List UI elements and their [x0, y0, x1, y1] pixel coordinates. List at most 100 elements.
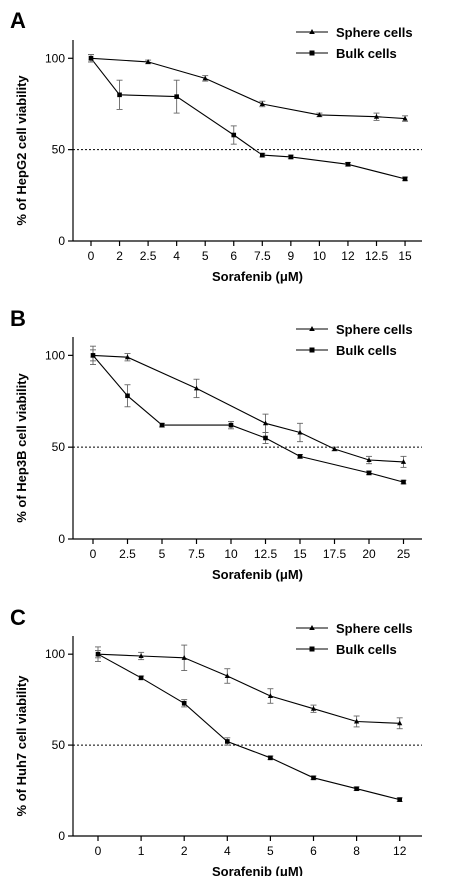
data-point-triangle	[181, 655, 187, 660]
x-tick-label: 6	[230, 249, 237, 263]
x-tick-label: 0	[95, 844, 102, 858]
data-point-triangle	[138, 653, 144, 658]
data-point-square	[402, 176, 408, 182]
data-point-square	[260, 152, 265, 158]
series-line-square	[92, 355, 404, 483]
x-tick-label: 12	[341, 249, 355, 263]
data-point-square	[366, 470, 372, 476]
x-tick-label: 4	[173, 249, 180, 263]
x-tick-label: 15	[398, 249, 412, 263]
data-point-triangle	[331, 446, 338, 452]
y-axis-title-B: % of Hep3B cell viability	[14, 372, 29, 522]
y-tick-label: 50	[52, 738, 66, 752]
data-point-square	[311, 775, 316, 781]
legend-label: Sphere cells	[336, 621, 413, 636]
data-point-triangle	[400, 459, 407, 464]
data-point-square	[117, 92, 122, 98]
x-tick-label: 9	[288, 249, 295, 263]
data-point-triangle	[373, 113, 380, 119]
y-tick-label: 100	[45, 647, 65, 661]
x-tick-label: 5	[159, 547, 166, 561]
data-point-square	[345, 161, 351, 167]
x-tick-label: 2	[116, 249, 123, 263]
data-point-triangle	[354, 718, 360, 724]
legend-marker-square	[309, 347, 315, 353]
x-tick-label: 0	[88, 249, 95, 263]
panel-letter-C: C	[10, 605, 26, 630]
data-point-square	[297, 454, 303, 459]
data-point-triangle	[193, 385, 200, 391]
series-line-square	[97, 653, 400, 801]
x-tick-label: 10	[313, 249, 327, 263]
data-point-square	[125, 393, 130, 399]
legend-label: Bulk cells	[336, 642, 397, 657]
data-point-square	[268, 755, 273, 761]
x-axis-title-C: Sorafenib (μM)	[212, 864, 303, 876]
y-tick-label: 0	[58, 234, 65, 248]
legend-marker-square	[309, 50, 315, 56]
y-tick-label: 100	[45, 51, 65, 65]
data-point-square	[90, 353, 96, 358]
x-axis-title-B: Sorafenib (μM)	[212, 567, 303, 582]
data-point-triangle	[316, 112, 322, 117]
x-tick-label: 0	[90, 547, 97, 561]
data-point-square	[95, 651, 101, 657]
data-point-triangle	[124, 354, 131, 360]
data-point-square	[263, 435, 268, 441]
data-point-triangle	[259, 101, 265, 106]
data-point-triangle	[267, 693, 273, 698]
data-point-square	[225, 739, 230, 744]
data-point-triangle	[145, 59, 151, 64]
x-axis-title-A: Sorafenib (μM)	[212, 269, 303, 284]
legend-marker-triangle	[309, 326, 315, 331]
y-tick-label: 0	[58, 532, 65, 546]
x-tick-label: 10	[224, 547, 238, 561]
x-tick-label: 8	[353, 844, 360, 858]
x-tick-label: 17.5	[323, 547, 347, 561]
data-point-triangle	[297, 429, 303, 435]
x-tick-label: 20	[362, 547, 376, 561]
data-point-square	[228, 422, 234, 428]
y-tick-label: 100	[45, 348, 65, 362]
x-tick-label: 4	[224, 844, 231, 858]
y-tick-label: 50	[52, 143, 66, 157]
data-point-square	[174, 94, 179, 99]
legend-label: Sphere cells	[336, 322, 413, 337]
x-tick-label: 7.5	[188, 547, 205, 561]
data-point-triangle	[402, 115, 408, 121]
data-point-triangle	[310, 705, 317, 711]
legend-marker-triangle	[309, 29, 315, 34]
x-tick-label: 12.5	[254, 547, 278, 561]
legend-label: Bulk cells	[336, 343, 397, 358]
x-tick-label: 25	[397, 547, 411, 561]
y-axis-title-C: % of Huh7 cell viability	[14, 675, 29, 817]
data-point-square	[138, 675, 144, 681]
x-tick-label: 6	[310, 844, 317, 858]
x-tick-label: 2.5	[119, 547, 136, 561]
x-tick-label: 2.5	[140, 249, 157, 263]
data-point-square	[288, 154, 294, 160]
legend-label: Sphere cells	[336, 25, 413, 40]
data-point-triangle	[224, 673, 230, 678]
x-tick-label: 5	[202, 249, 209, 263]
data-point-square	[354, 786, 359, 792]
x-tick-label: 15	[293, 547, 307, 561]
data-point-triangle	[366, 457, 372, 463]
x-tick-label: 1	[138, 844, 145, 858]
data-point-square	[88, 55, 94, 61]
data-point-triangle	[202, 75, 208, 81]
x-tick-label: 5	[267, 844, 274, 858]
data-point-triangle	[397, 720, 403, 726]
x-tick-label: 7.5	[254, 249, 271, 263]
series-line-triangle	[92, 354, 404, 463]
legend-marker-triangle	[309, 625, 315, 630]
x-tick-label: 2	[181, 844, 188, 858]
panel-letter-B: B	[10, 306, 26, 331]
y-tick-label: 0	[58, 829, 65, 843]
data-point-square	[397, 797, 402, 802]
series-line-square	[90, 57, 406, 180]
legend-marker-square	[309, 646, 315, 652]
series-line-triangle	[90, 57, 406, 120]
data-point-triangle	[262, 420, 269, 426]
